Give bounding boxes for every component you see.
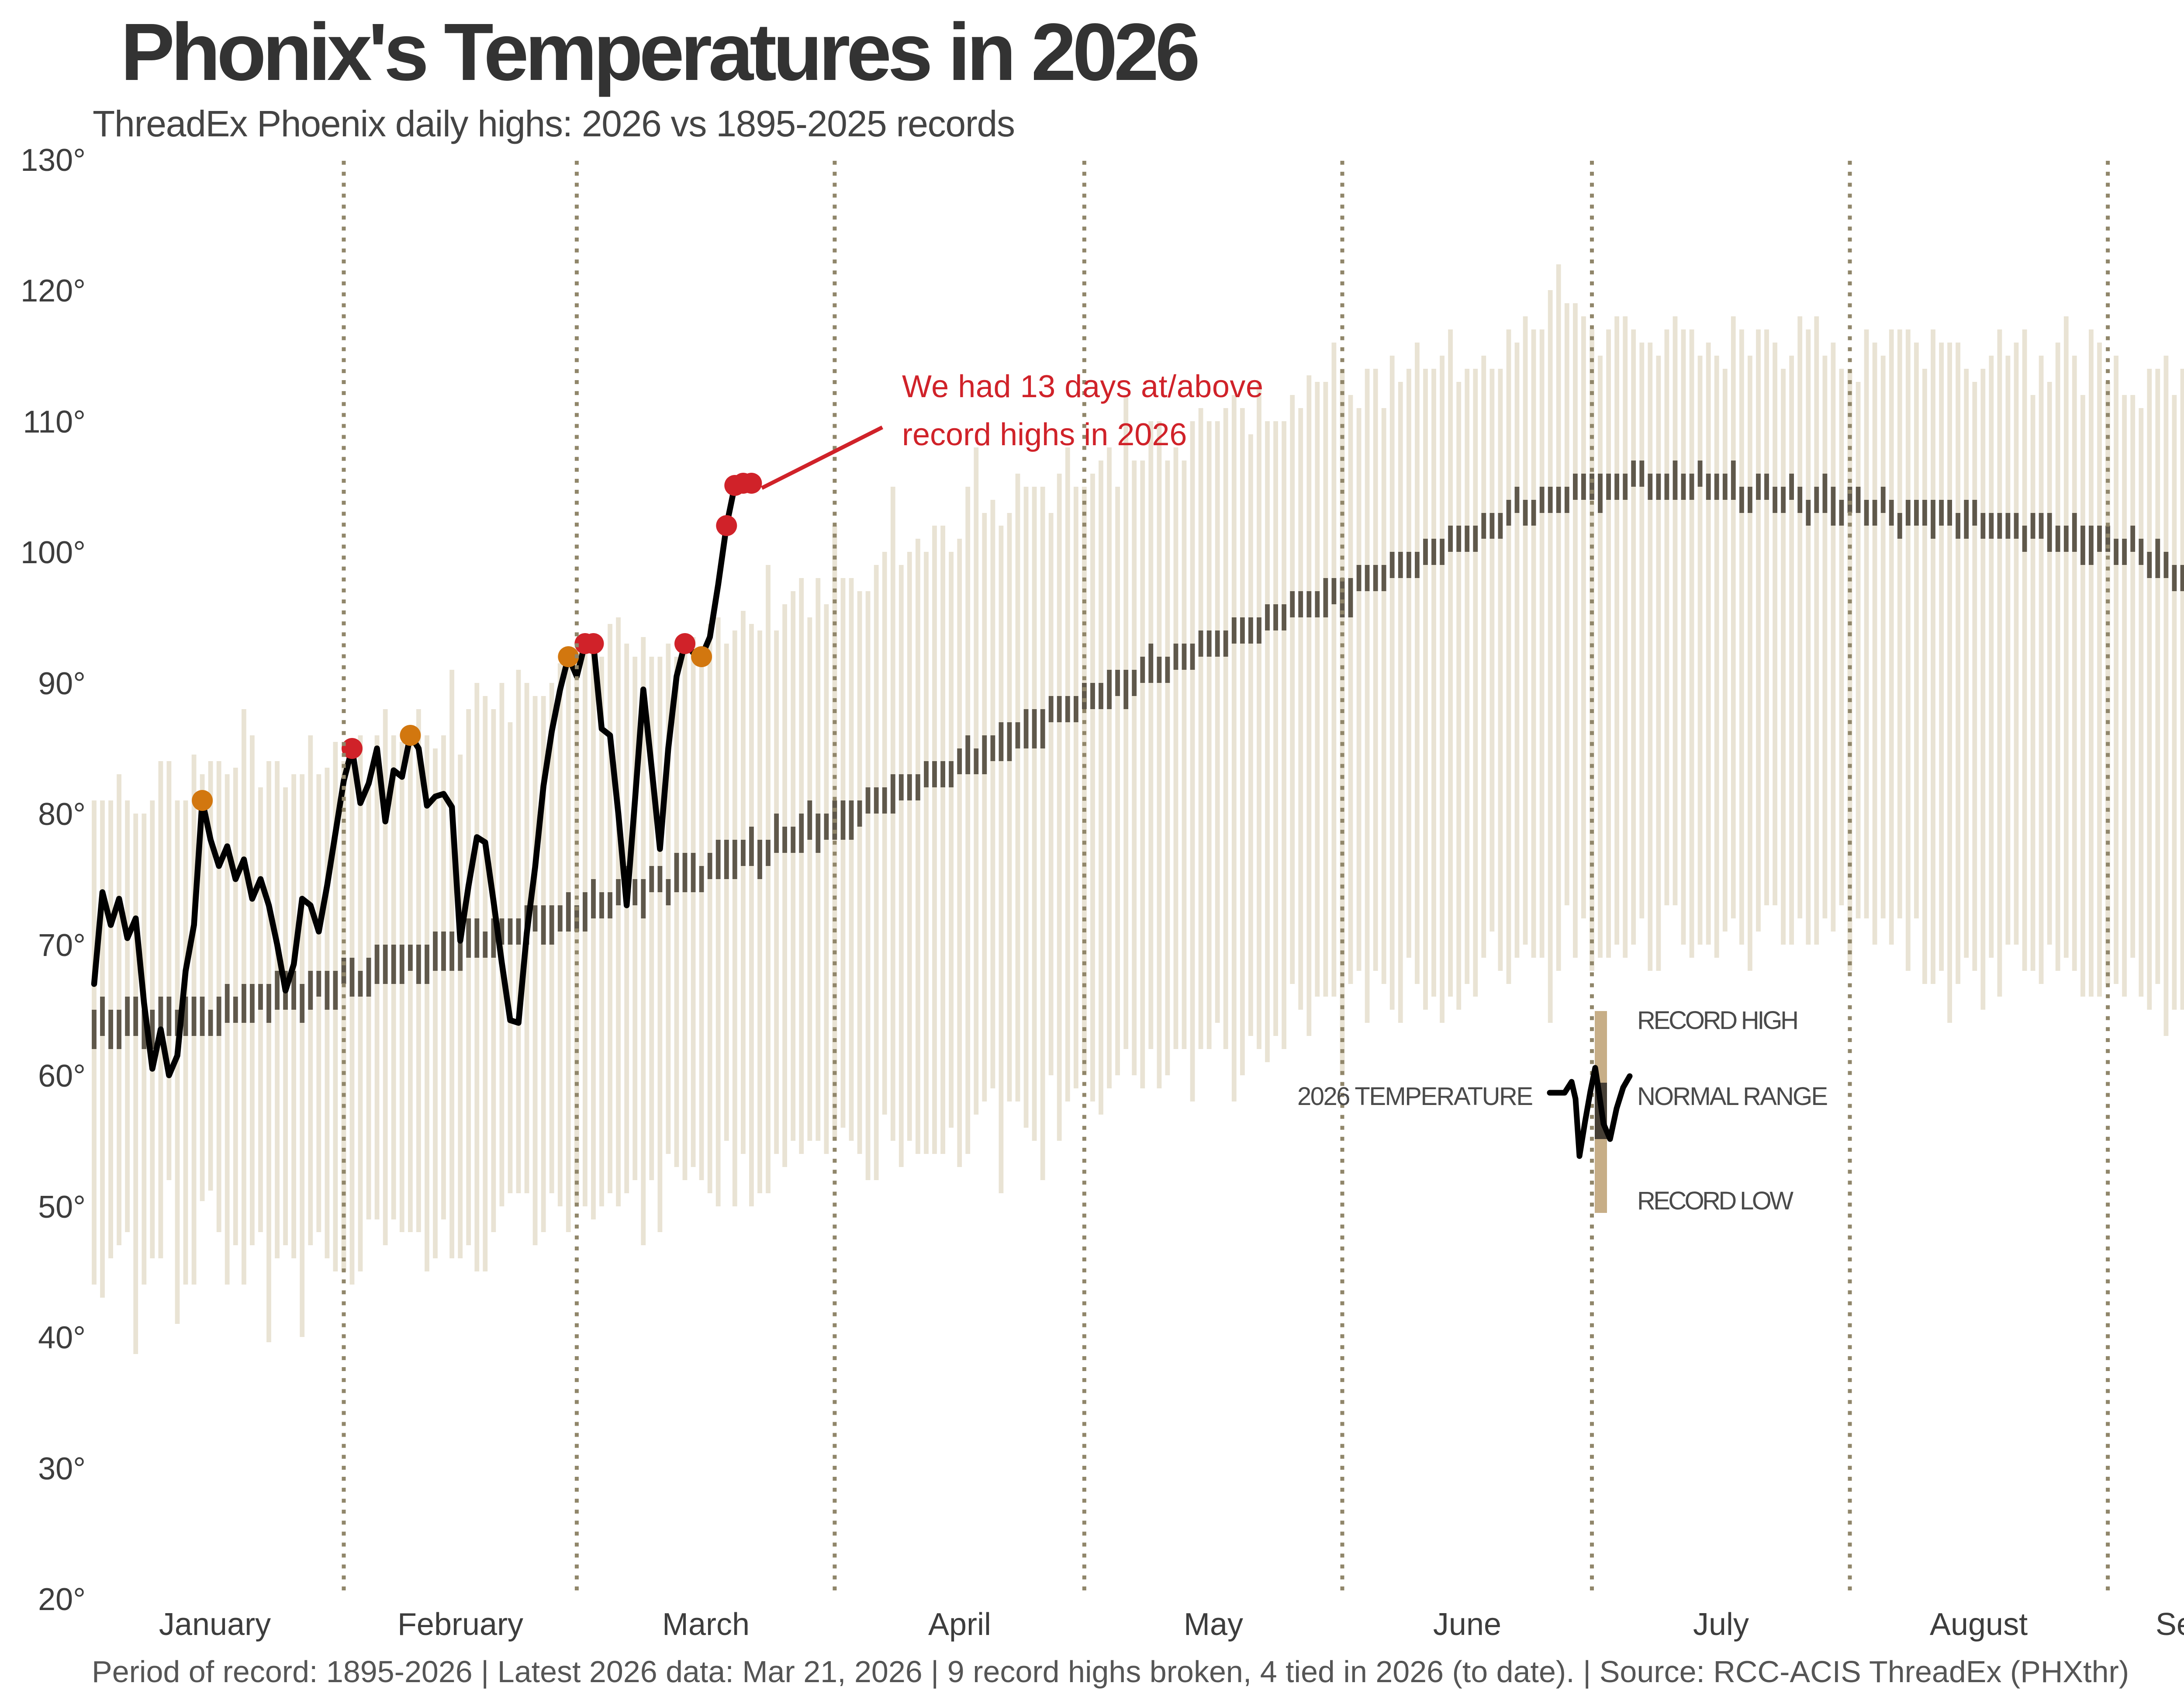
svg-text:March: March: [662, 1607, 750, 1642]
svg-text:August: August: [1930, 1607, 2028, 1642]
svg-text:May: May: [1184, 1607, 1243, 1642]
svg-text:90°: 90°: [38, 666, 86, 701]
svg-text:30°: 30°: [38, 1451, 86, 1486]
svg-text:20°: 20°: [38, 1582, 86, 1617]
svg-text:Period of record: 1895-2026 |: Period of record: 1895-2026 | Latest 202…: [92, 1655, 2129, 1689]
svg-text:110°: 110°: [23, 405, 86, 440]
svg-text:July: July: [1693, 1607, 1749, 1642]
svg-text:April: April: [928, 1607, 991, 1642]
svg-text:RECORD HIGH: RECORD HIGH: [1637, 1006, 1799, 1035]
svg-text:Phonix's Temperatures in 2026: Phonix's Temperatures in 2026: [121, 7, 1200, 97]
svg-text:NORMAL RANGE: NORMAL RANGE: [1637, 1082, 1828, 1111]
svg-text:100°: 100°: [21, 535, 86, 570]
svg-text:2026 TEMPERATURE: 2026 TEMPERATURE: [1297, 1082, 1533, 1111]
svg-text:40°: 40°: [38, 1320, 86, 1355]
svg-text:September: September: [2156, 1607, 2184, 1642]
svg-text:ThreadEx Phoenix daily highs:: ThreadEx Phoenix daily highs: 2026 vs 18…: [93, 103, 1015, 144]
svg-text:120°: 120°: [21, 274, 86, 308]
svg-text:130°: 130°: [21, 143, 86, 178]
svg-text:June: June: [1433, 1607, 1501, 1642]
svg-text:60°: 60°: [38, 1059, 86, 1094]
svg-text:70°: 70°: [38, 928, 86, 963]
svg-text:RECORD LOW: RECORD LOW: [1637, 1187, 1794, 1215]
svg-text:January: January: [159, 1607, 271, 1642]
svg-text:record highs in 2026: record highs in 2026: [902, 417, 1187, 452]
svg-text:80°: 80°: [38, 797, 86, 832]
svg-text:February: February: [397, 1607, 523, 1642]
svg-text:We had 13 days at/above: We had 13 days at/above: [902, 369, 1263, 404]
svg-text:50°: 50°: [38, 1190, 86, 1225]
